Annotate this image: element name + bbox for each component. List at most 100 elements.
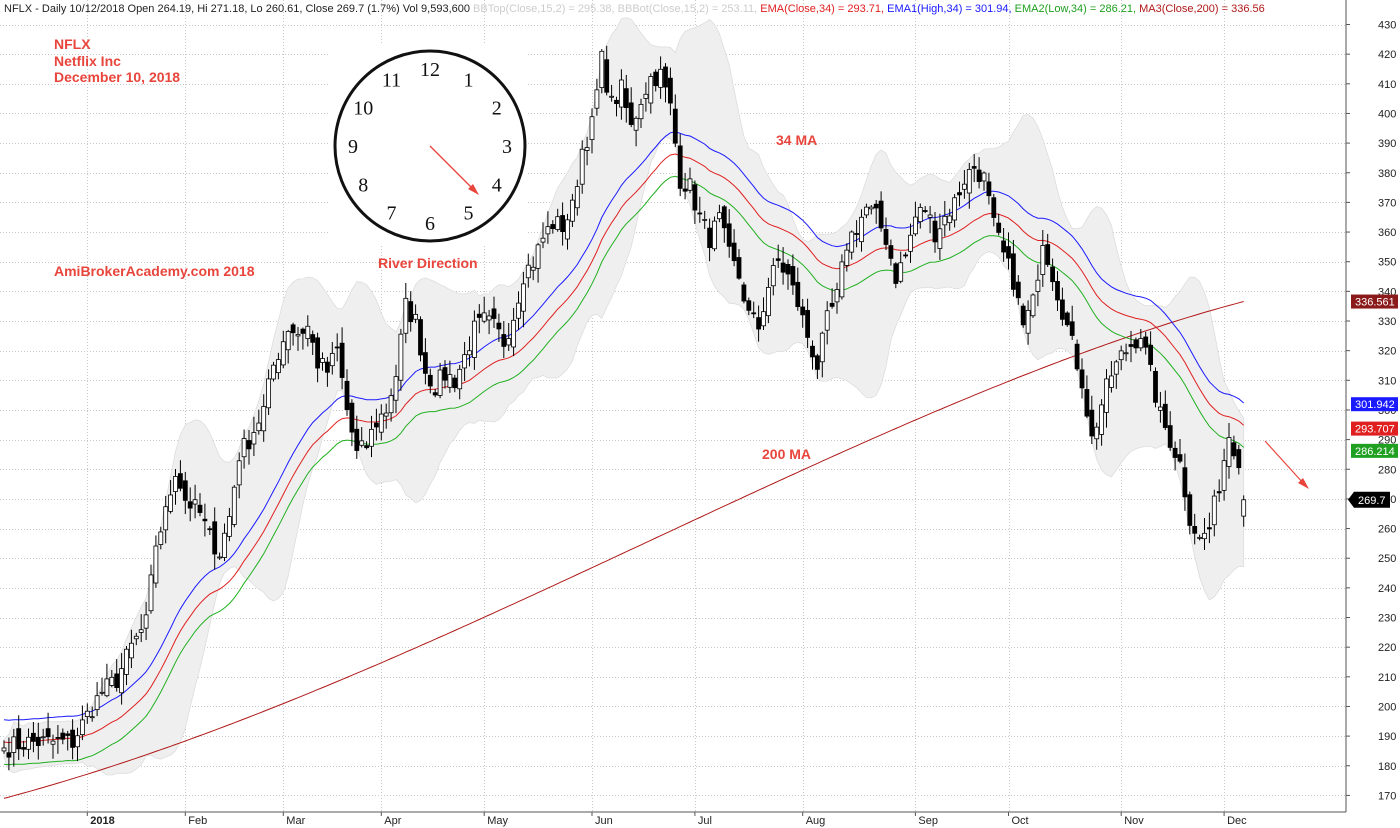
candle: [574, 179, 580, 216]
candle: [604, 45, 610, 96]
horizontal-gridlines: [0, 25, 1346, 796]
candle: [1128, 330, 1134, 363]
candle: [913, 201, 918, 237]
candle: [908, 223, 913, 263]
candle: [217, 552, 223, 560]
candle: [231, 485, 237, 528]
value-tag-label: 269.7: [1358, 495, 1386, 507]
candle: [952, 194, 957, 228]
candle: [344, 369, 350, 416]
y-tick-label: 210: [1378, 672, 1396, 684]
candle: [785, 259, 791, 290]
ema-high-line: [3, 131, 1245, 721]
candle: [202, 503, 208, 537]
candle: [736, 249, 742, 280]
candle: [648, 73, 654, 114]
candle: [628, 87, 634, 128]
candle: [26, 728, 31, 760]
candle: [633, 116, 639, 147]
y-tick-label: 250: [1378, 553, 1396, 565]
candle: [354, 415, 360, 459]
note-river-direction: River Direction: [378, 255, 478, 271]
candle: [222, 523, 227, 562]
candle: [486, 309, 492, 335]
clock-number: 12: [420, 59, 440, 81]
candle: [491, 296, 497, 329]
candle: [751, 301, 757, 319]
candle: [932, 212, 938, 253]
candle: [1015, 275, 1021, 305]
candle: [947, 208, 953, 231]
candle: [226, 507, 232, 542]
candle: [50, 734, 56, 759]
y-tick-label: 430: [1378, 20, 1396, 32]
candle: [177, 460, 183, 492]
candle: [256, 409, 262, 435]
candle: [1167, 411, 1173, 451]
candle: [11, 728, 17, 767]
candle: [295, 326, 301, 351]
candle: [261, 394, 267, 442]
value-tag-label: 336.561: [1355, 297, 1395, 309]
candle: [663, 63, 668, 103]
y-tick-label: 380: [1378, 168, 1396, 180]
candle: [310, 330, 316, 356]
candle: [1020, 303, 1026, 328]
candle: [540, 222, 546, 249]
candle: [579, 140, 585, 194]
clock-hand: [429, 145, 479, 195]
header-ema34: EMA(Close,34) = 293.71,: [760, 3, 884, 15]
candle: [864, 203, 869, 219]
candle: [1006, 232, 1011, 270]
y-tick-label: 280: [1378, 464, 1396, 476]
candle: [315, 332, 321, 383]
candle: [30, 721, 36, 753]
value-tag: 269.7: [1348, 491, 1390, 508]
candle: [942, 200, 948, 237]
candle: [868, 204, 874, 215]
candle: [550, 220, 556, 234]
candle: [712, 216, 717, 252]
candle: [173, 468, 178, 505]
candle: [300, 327, 306, 350]
candle: [903, 252, 908, 259]
clock-number: 7: [387, 203, 397, 225]
candle: [810, 340, 815, 370]
value-tags: 336.561 301.942 293.707 286.214 269.7: [1348, 294, 1398, 508]
candle: [1138, 328, 1144, 352]
candle: [1060, 287, 1065, 326]
candle: [447, 360, 453, 393]
candle: [1241, 495, 1247, 527]
y-tick-label: 290: [1378, 435, 1396, 447]
candle: [966, 162, 972, 209]
candle: [197, 493, 203, 517]
candle: [373, 408, 379, 441]
x-tick-label: Feb: [188, 815, 207, 827]
y-tick-label: 240: [1378, 583, 1396, 595]
x-tick-label: 2018: [90, 815, 114, 827]
value-tag-label: 293.707: [1355, 424, 1395, 436]
candle: [996, 213, 1002, 236]
candle: [922, 206, 928, 214]
candle: [888, 239, 894, 266]
candle: [1035, 264, 1041, 307]
candle: [1025, 300, 1031, 345]
candle: [717, 204, 722, 223]
clock-number: 5: [464, 203, 474, 225]
note-site: AmiBrokerAcademy.com 2018: [54, 263, 255, 279]
candle: [775, 244, 781, 269]
note-date: December 10, 2018: [54, 69, 180, 85]
candle: [790, 254, 796, 295]
candle: [1207, 512, 1212, 544]
candle: [1182, 453, 1188, 511]
header-ma200: MA3(Close,200) = 336.56: [1139, 3, 1265, 15]
candle: [692, 180, 698, 224]
candle: [643, 82, 649, 112]
candle: [383, 403, 389, 429]
candle: [565, 213, 570, 250]
y-axis-ticks: 1701801902002102202302402502602702802903…: [1346, 20, 1396, 802]
candle: [418, 316, 423, 362]
candle: [275, 352, 281, 380]
candle: [80, 705, 85, 741]
